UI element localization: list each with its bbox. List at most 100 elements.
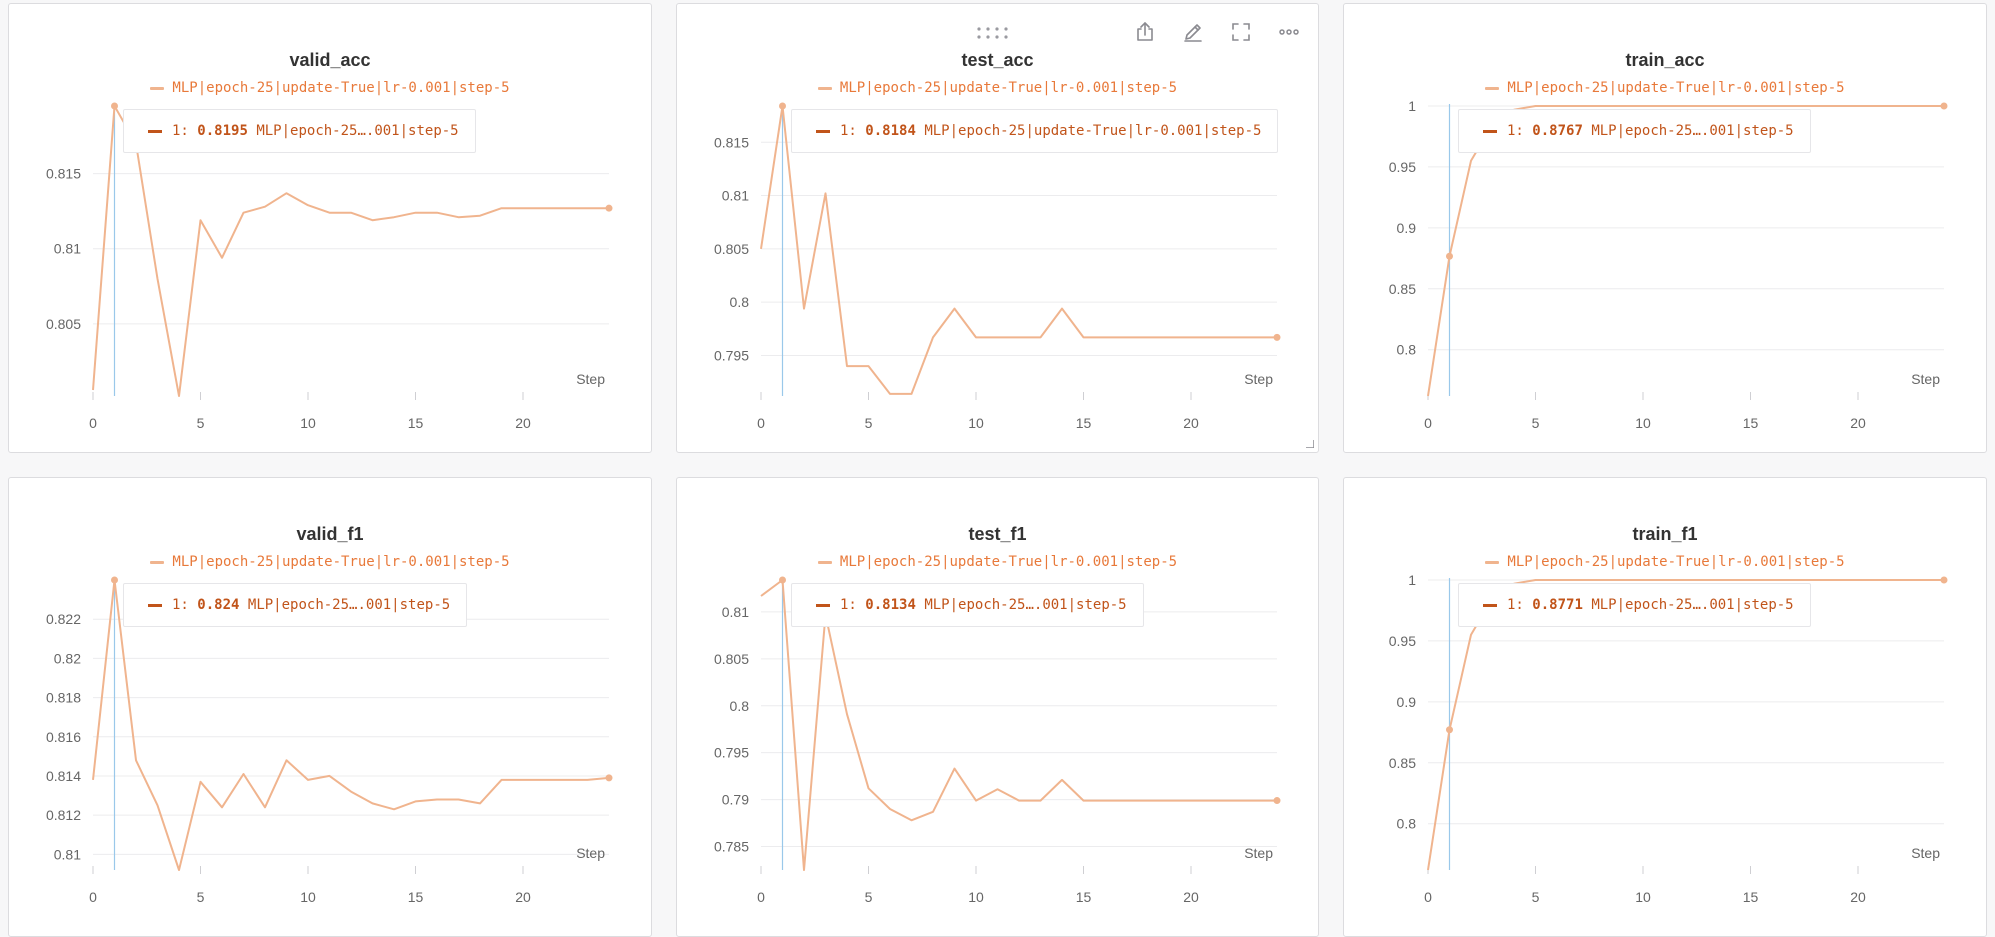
x-tick-label: 0: [757, 889, 765, 905]
legend-swatch: [1485, 560, 1500, 564]
tooltip-run-name: MLP|epoch-25….001|step-5: [924, 597, 1127, 613]
x-tick-label: 0: [89, 415, 97, 431]
hover-point: [111, 102, 118, 110]
line-chart[interactable]: 0.805 0.81 0.815 0 5 10 15 20 Step: [9, 4, 652, 453]
tooltip-run-name: MLP|epoch-25….001|step-5: [1591, 597, 1794, 613]
edit-icon[interactable]: [1181, 20, 1205, 44]
chart-panel-test-acc[interactable]: test_acc MLP|epoch-25|update-True|lr-0.0…: [676, 3, 1319, 453]
more-icon[interactable]: [1277, 20, 1301, 44]
chart-panel-valid-acc[interactable]: valid_acc MLP|epoch-25|update-True|lr-0.…: [8, 3, 652, 453]
hover-point: [1446, 726, 1453, 734]
last-point: [1273, 333, 1281, 341]
share-icon[interactable]: [1133, 20, 1157, 44]
chart-panel-test-f1[interactable]: test_f1 MLP|epoch-25|update-True|lr-0.00…: [676, 477, 1319, 937]
y-tick-label: 0.805: [714, 651, 749, 667]
tooltip-prefix: 1:: [1507, 597, 1524, 613]
x-tick-label: 15: [1076, 415, 1092, 431]
x-tick-label: 10: [1635, 889, 1651, 905]
legend-swatch: [1485, 86, 1500, 90]
legend-label: MLP|epoch-25|update-True|lr-0.001|step-5: [839, 80, 1178, 96]
line-chart[interactable]: 0.785 0.79 0.795 0.8 0.805 0.81 0 5 10 15 20 Step: [677, 478, 1319, 937]
chart-legend[interactable]: MLP|epoch-25|update-True|lr-0.001|step-5: [9, 80, 651, 96]
series-line: [760, 579, 1277, 871]
x-tick-label: 10: [1635, 415, 1651, 431]
resize-corner-icon[interactable]: [1306, 440, 1314, 448]
y-tick-label: 0.9: [1397, 694, 1417, 710]
y-tick-label: 0.795: [714, 347, 749, 363]
tooltip-run-name: MLP|epoch-25|update-True|lr-0.001|step-5: [924, 123, 1262, 139]
y-tick-label: 0.8: [730, 698, 750, 714]
y-tick-label: 0.814: [46, 768, 81, 784]
chart-title: test_f1: [968, 524, 1027, 544]
last-point: [605, 774, 613, 782]
last-point: [1273, 797, 1281, 805]
x-tick-label: 15: [1076, 889, 1092, 905]
chart-legend[interactable]: MLP|epoch-25|update-True|lr-0.001|step-5: [677, 554, 1318, 570]
chart-legend[interactable]: MLP|epoch-25|update-True|lr-0.001|step-5: [1344, 80, 1986, 96]
chart-panel-valid-f1[interactable]: valid_f1 MLP|epoch-25|update-True|lr-0.0…: [8, 477, 652, 937]
tooltip-swatch: [148, 129, 162, 133]
y-tick-label: 0.785: [714, 839, 749, 855]
tooltip-run-name: MLP|epoch-25….001|step-5: [256, 123, 459, 139]
y-tick-label: 0.8: [1397, 816, 1417, 832]
x-tick-label: 5: [197, 889, 205, 905]
hover-point: [1446, 252, 1453, 260]
x-tick-label: 5: [197, 415, 205, 431]
tooltip-swatch: [816, 129, 830, 133]
chart-title: valid_acc: [289, 50, 371, 70]
chart-panel-train-acc[interactable]: train_acc MLP|epoch-25|update-True|lr-0.…: [1343, 3, 1987, 453]
y-tick-label: 0.82: [54, 650, 81, 666]
chart-title: train_acc: [1625, 50, 1705, 70]
hover-point: [111, 576, 118, 584]
y-tick-label: 0.805: [714, 241, 749, 257]
x-tick-label: 10: [968, 415, 984, 431]
tooltip-value: 0.8195: [197, 123, 248, 139]
y-tick-label: 0.805: [46, 316, 81, 332]
tooltip-run-name: MLP|epoch-25….001|step-5: [1591, 123, 1794, 139]
y-tick-label: 0.85: [1389, 755, 1416, 771]
y-tick-label: 0.95: [1389, 633, 1416, 649]
tooltip-value: 0.8771: [1532, 597, 1583, 613]
y-tick-label: 0.822: [46, 611, 81, 627]
tooltip-value: 0.8134: [865, 597, 916, 613]
hover-tooltip: 1: 0.8134 MLP|epoch-25….001|step-5: [791, 583, 1144, 627]
chart-legend[interactable]: MLP|epoch-25|update-True|lr-0.001|step-5: [1344, 554, 1986, 570]
last-point: [1940, 102, 1948, 110]
y-tick-label: 0.795: [714, 745, 749, 761]
series-line: [760, 105, 1277, 395]
x-axis-label: Step: [1911, 371, 1940, 387]
line-chart[interactable]: 0.795 0.8 0.805 0.81 0.815 0 5 10 15 20 Step: [677, 4, 1319, 453]
chart-title: valid_f1: [296, 524, 364, 544]
y-tick-label: 0.815: [46, 166, 81, 182]
hover-point: [779, 576, 786, 584]
panel-toolbar: [677, 20, 1318, 44]
line-chart[interactable]: 0.81 0.812 0.814 0.816 0.818 0.82 0.822 0 5 10 15 2…: [9, 478, 652, 937]
tooltip-value: 0.8184: [865, 123, 916, 139]
y-tick-label: 0.95: [1389, 159, 1416, 175]
tooltip-swatch: [1483, 603, 1497, 607]
x-tick-label: 10: [300, 415, 316, 431]
x-tick-label: 15: [1743, 889, 1759, 905]
y-tick-label: 0.85: [1389, 281, 1416, 297]
chart-title: train_f1: [1632, 524, 1698, 544]
y-tick-label: 0.818: [46, 690, 81, 706]
chart-legend[interactable]: MLP|epoch-25|update-True|lr-0.001|step-5: [677, 80, 1318, 96]
hover-tooltip: 1: 0.824 MLP|epoch-25….001|step-5: [123, 583, 468, 627]
fullscreen-icon[interactable]: [1229, 20, 1253, 44]
y-tick-label: 0.81: [722, 188, 749, 204]
legend-swatch: [150, 560, 165, 564]
drag-handle-icon[interactable]: [977, 26, 1011, 40]
x-tick-label: 5: [865, 415, 873, 431]
chart-panel-train-f1[interactable]: train_f1 MLP|epoch-25|update-True|lr-0.0…: [1343, 477, 1987, 937]
legend-label: MLP|epoch-25|update-True|lr-0.001|step-5: [1507, 80, 1845, 96]
x-tick-label: 20: [515, 889, 531, 905]
y-tick-label: 0.81: [722, 604, 749, 620]
chart-legend[interactable]: MLP|epoch-25|update-True|lr-0.001|step-5: [9, 554, 651, 570]
legend-label: MLP|epoch-25|update-True|lr-0.001|step-5: [172, 80, 510, 96]
hover-tooltip: 1: 0.8184 MLP|epoch-25|update-True|lr-0.…: [791, 109, 1279, 153]
legend-label: MLP|epoch-25|update-True|lr-0.001|step-5: [1507, 554, 1845, 570]
tooltip-swatch: [816, 603, 830, 607]
y-tick-label: 0.8: [1397, 342, 1417, 358]
